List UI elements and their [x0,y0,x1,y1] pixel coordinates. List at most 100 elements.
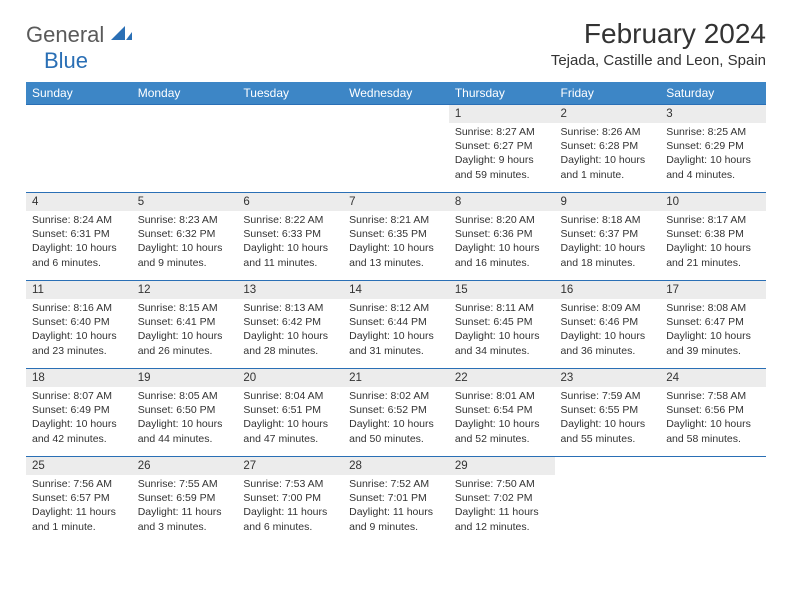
calendar-cell: 12Sunrise: 8:15 AMSunset: 6:41 PMDayligh… [132,281,238,369]
day-number: 9 [555,193,661,211]
day-dl: Daylight: 10 hours and 50 minutes. [349,417,443,445]
day-sr: Sunrise: 8:11 AM [455,301,549,315]
day-details: Sunrise: 8:21 AMSunset: 6:35 PMDaylight:… [343,211,449,274]
day-details: Sunrise: 8:23 AMSunset: 6:32 PMDaylight:… [132,211,238,274]
calendar-cell: 25Sunrise: 7:56 AMSunset: 6:57 PMDayligh… [26,457,132,545]
day-number: 28 [343,457,449,475]
day-number: 19 [132,369,238,387]
day-ss: Sunset: 6:27 PM [455,139,549,153]
day-sr: Sunrise: 7:53 AM [243,477,337,491]
day-dl: Daylight: 11 hours and 1 minute. [32,505,126,533]
day-ss: Sunset: 6:47 PM [666,315,760,329]
calendar-cell: 17Sunrise: 8:08 AMSunset: 6:47 PMDayligh… [660,281,766,369]
calendar-cell: 21Sunrise: 8:02 AMSunset: 6:52 PMDayligh… [343,369,449,457]
day-number: 11 [26,281,132,299]
day-dl: Daylight: 10 hours and 52 minutes. [455,417,549,445]
day-ss: Sunset: 6:31 PM [32,227,126,241]
day-ss: Sunset: 6:51 PM [243,403,337,417]
day-sr: Sunrise: 8:04 AM [243,389,337,403]
day-details: Sunrise: 7:58 AMSunset: 6:56 PMDaylight:… [660,387,766,450]
day-number: 15 [449,281,555,299]
title-block: February 2024 Tejada, Castille and Leon,… [551,18,766,69]
calendar-cell: 11Sunrise: 8:16 AMSunset: 6:40 PMDayligh… [26,281,132,369]
day-ss: Sunset: 6:36 PM [455,227,549,241]
day-number: 13 [237,281,343,299]
calendar-cell: 28Sunrise: 7:52 AMSunset: 7:01 PMDayligh… [343,457,449,545]
calendar-cell: 16Sunrise: 8:09 AMSunset: 6:46 PMDayligh… [555,281,661,369]
calendar-cell: 13Sunrise: 8:13 AMSunset: 6:42 PMDayligh… [237,281,343,369]
day-ss: Sunset: 6:45 PM [455,315,549,329]
day-details: Sunrise: 8:25 AMSunset: 6:29 PMDaylight:… [660,123,766,186]
day-details: Sunrise: 7:55 AMSunset: 6:59 PMDaylight:… [132,475,238,538]
day-ss: Sunset: 6:37 PM [561,227,655,241]
calendar-body: 1Sunrise: 8:27 AMSunset: 6:27 PMDaylight… [26,105,766,545]
day-number: 2 [555,105,661,123]
day-sr: Sunrise: 8:15 AM [138,301,232,315]
calendar-cell: 15 Sunrise: 8:11 AMSunset: 6:45 PMDayligh… [449,281,555,369]
day-number: 7 [343,193,449,211]
calendar-cell: 3Sunrise: 8:25 AMSunset: 6:29 PMDaylight… [660,105,766,193]
day-number: 24 [660,369,766,387]
day-details: Sunrise: 7:53 AMSunset: 7:00 PMDaylight:… [237,475,343,538]
day-sr: Sunrise: 8:13 AM [243,301,337,315]
day-dl: Daylight: 10 hours and 34 minutes. [455,329,549,357]
day-sr: Sunrise: 8:20 AM [455,213,549,227]
weekday-header: Monday [132,82,238,105]
calendar-cell: 10Sunrise: 8:17 AMSunset: 6:38 PMDayligh… [660,193,766,281]
calendar-cell: 27Sunrise: 7:53 AMSunset: 7:00 PMDayligh… [237,457,343,545]
day-sr: Sunrise: 8:24 AM [32,213,126,227]
calendar-cell: 19Sunrise: 8:05 AMSunset: 6:50 PMDayligh… [132,369,238,457]
day-details: Sunrise: 8:12 AMSunset: 6:44 PMDaylight:… [343,299,449,362]
brand-logo: General Blue [26,22,133,74]
calendar-cell [555,457,661,545]
calendar-cell: 26Sunrise: 7:55 AMSunset: 6:59 PMDayligh… [132,457,238,545]
day-ss: Sunset: 6:52 PM [349,403,443,417]
calendar-cell: 1Sunrise: 8:27 AMSunset: 6:27 PMDaylight… [449,105,555,193]
calendar-cell: 23Sunrise: 7:59 AMSunset: 6:55 PMDayligh… [555,369,661,457]
day-dl: Daylight: 10 hours and 28 minutes. [243,329,337,357]
day-sr: Sunrise: 8:23 AM [138,213,232,227]
calendar-cell: 18Sunrise: 8:07 AMSunset: 6:49 PMDayligh… [26,369,132,457]
day-number: 29 [449,457,555,475]
weekday-header: Thursday [449,82,555,105]
day-number: 1 [449,105,555,123]
day-details: Sunrise: 8:09 AMSunset: 6:46 PMDaylight:… [555,299,661,362]
day-dl: Daylight: 10 hours and 13 minutes. [349,241,443,269]
calendar-cell: 5Sunrise: 8:23 AMSunset: 6:32 PMDaylight… [132,193,238,281]
day-details: Sunrise: 8:18 AMSunset: 6:37 PMDaylight:… [555,211,661,274]
brand-part1: General [26,22,104,47]
calendar-cell [237,105,343,193]
page-header: General Blue February 2024 Tejada, Casti… [26,18,766,74]
logo-sail-icon [111,29,133,46]
day-dl: Daylight: 10 hours and 39 minutes. [666,329,760,357]
day-sr: Sunrise: 7:59 AM [561,389,655,403]
day-ss: Sunset: 7:01 PM [349,491,443,505]
day-sr: Sunrise: 8:05 AM [138,389,232,403]
day-sr: Sunrise: 8:26 AM [561,125,655,139]
day-number: 18 [26,369,132,387]
day-ss: Sunset: 6:50 PM [138,403,232,417]
day-dl: Daylight: 10 hours and 16 minutes. [455,241,549,269]
day-sr: Sunrise: 8:25 AM [666,125,760,139]
calendar-cell: 7Sunrise: 8:21 AMSunset: 6:35 PMDaylight… [343,193,449,281]
day-ss: Sunset: 6:44 PM [349,315,443,329]
day-details: Sunrise: 8:07 AMSunset: 6:49 PMDaylight:… [26,387,132,450]
day-sr: Sunrise: 7:58 AM [666,389,760,403]
day-number: 22 [449,369,555,387]
day-sr: Sunrise: 7:56 AM [32,477,126,491]
day-number: 6 [237,193,343,211]
day-dl: Daylight: 10 hours and 47 minutes. [243,417,337,445]
day-dl: Daylight: 11 hours and 9 minutes. [349,505,443,533]
calendar-cell: 4Sunrise: 8:24 AMSunset: 6:31 PMDaylight… [26,193,132,281]
calendar-cell: 20Sunrise: 8:04 AMSunset: 6:51 PMDayligh… [237,369,343,457]
day-dl: Daylight: 10 hours and 23 minutes. [32,329,126,357]
calendar-cell: 6Sunrise: 8:22 AMSunset: 6:33 PMDaylight… [237,193,343,281]
day-details: Sunrise: 7:50 AMSunset: 7:02 PMDaylight:… [449,475,555,538]
month-title: February 2024 [551,18,766,50]
location-text: Tejada, Castille and Leon, Spain [551,52,766,69]
day-sr: Sunrise: 8:12 AM [349,301,443,315]
weekday-header: Wednesday [343,82,449,105]
day-details: Sunrise: 8:13 AMSunset: 6:42 PMDaylight:… [237,299,343,362]
calendar-cell: 14Sunrise: 8:12 AMSunset: 6:44 PMDayligh… [343,281,449,369]
day-number: 25 [26,457,132,475]
